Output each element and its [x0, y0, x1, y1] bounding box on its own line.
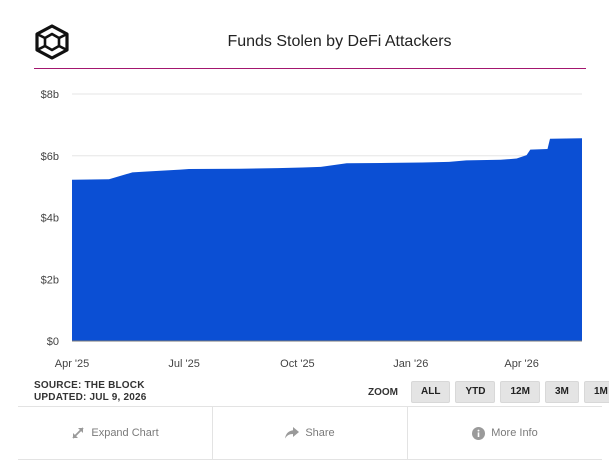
y-tick-label: $2b — [41, 274, 59, 286]
expand-arrows-icon — [72, 427, 84, 439]
more-info-label: More Info — [491, 427, 538, 439]
x-tick-label: Apr '26 — [504, 358, 539, 370]
chart-title: Funds Stolen by DeFi Attackers — [227, 33, 452, 50]
the-block-logo[interactable] — [34, 24, 70, 60]
share-label: Share — [305, 427, 335, 439]
more-info-button[interactable]: More Info — [407, 407, 602, 459]
y-tick-label: $4b — [41, 213, 59, 225]
chart-footer: Expand Chart Share More Info — [18, 406, 602, 460]
title-divider — [34, 68, 586, 69]
zoom-12m-button[interactable]: 12M — [500, 381, 540, 403]
x-tick-label: Apr '25 — [55, 358, 90, 370]
zoom-3m-button[interactable]: 3M — [544, 381, 579, 403]
y-tick-label: $8b — [41, 89, 59, 101]
zoom-controls: ZOOM ALL YTD 12M 3M 1M — [368, 381, 609, 403]
x-tick-label: Jul '25 — [168, 358, 199, 370]
expand-chart-label: Expand Chart — [91, 427, 159, 439]
area-chart: $0 $2b $4b $6b $8b Apr '25 Jul '25 Oct '25 Jan '… — [41, 89, 582, 370]
x-tick-label: Oct '25 — [280, 358, 315, 370]
y-tick-label: $0 — [47, 336, 59, 348]
source-info: SOURCE: THE BLOCK UPDATED: JUL 9, 2026 — [34, 380, 147, 404]
zoom-all-button[interactable]: ALL — [411, 381, 451, 403]
source-line: SOURCE: THE BLOCK — [34, 380, 145, 391]
series-area — [72, 138, 582, 341]
share-button[interactable]: Share — [212, 407, 407, 459]
zoom-1m-button[interactable]: 1M — [583, 381, 609, 403]
info-circle-icon — [472, 426, 486, 440]
share-arrow-icon — [285, 427, 300, 439]
expand-chart-button[interactable]: Expand Chart — [18, 407, 212, 459]
y-tick-label: $6b — [41, 151, 59, 163]
zoom-label: ZOOM — [368, 386, 398, 398]
updated-line: UPDATED: JUL 9, 2026 — [34, 392, 147, 403]
zoom-ytd-button[interactable]: YTD — [455, 381, 496, 403]
x-tick-label: Jan '26 — [393, 358, 428, 370]
